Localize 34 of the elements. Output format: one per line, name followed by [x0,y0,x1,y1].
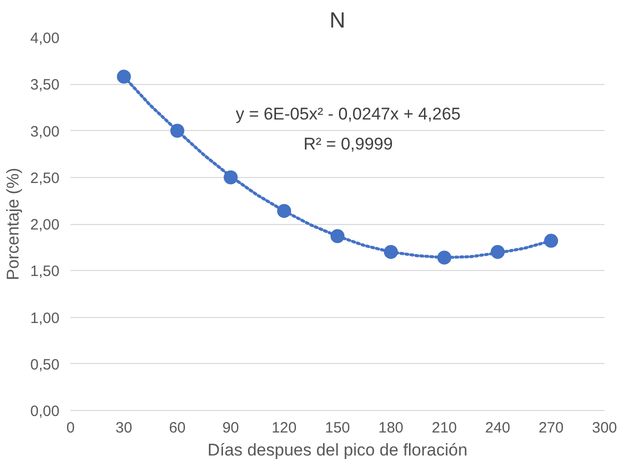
chart-title: N [330,8,346,32]
x-tick-label: 270 [538,420,564,436]
y-tick-label: 1,50 [30,263,60,280]
y-tick-label: 0,50 [30,356,60,374]
x-tick-label: 180 [378,420,404,436]
y-axis-title: Porcentaje (%) [3,168,22,280]
x-tick-label: 240 [485,420,510,436]
annotation: R² = 0,9999 [304,134,393,154]
y-tick-label: 0,00 [30,403,60,420]
y-tick-label: 1,00 [30,310,60,327]
y-tick-label: 2,50 [30,170,60,187]
point [437,250,452,265]
x-tick-label: 150 [324,420,350,436]
y-tick-label: 2,00 [30,216,60,234]
point [170,124,184,138]
y-tick-label: 4,00 [30,30,60,47]
x-axis-title: Días despues del pico de floración [208,440,468,460]
y-tick-label: 3,00 [30,123,60,140]
annotation: y = 6E-05x² - 0,0247x + 4,265 [236,104,461,124]
point [384,244,398,259]
point [544,234,558,248]
point [116,70,131,84]
x-tick-label: 60 [168,420,186,436]
point [277,204,292,218]
point [224,170,238,184]
x-tick-label: 120 [272,420,297,436]
x-tick-label: 0 [66,420,75,436]
x-tick-label: 90 [222,420,240,436]
y-tick-label: 3,50 [30,76,60,94]
x-tick-label: 30 [116,420,132,436]
point [330,229,344,244]
x-tick-label: 300 [592,420,618,436]
x-tick-label: 210 [432,420,457,436]
point [490,244,505,259]
